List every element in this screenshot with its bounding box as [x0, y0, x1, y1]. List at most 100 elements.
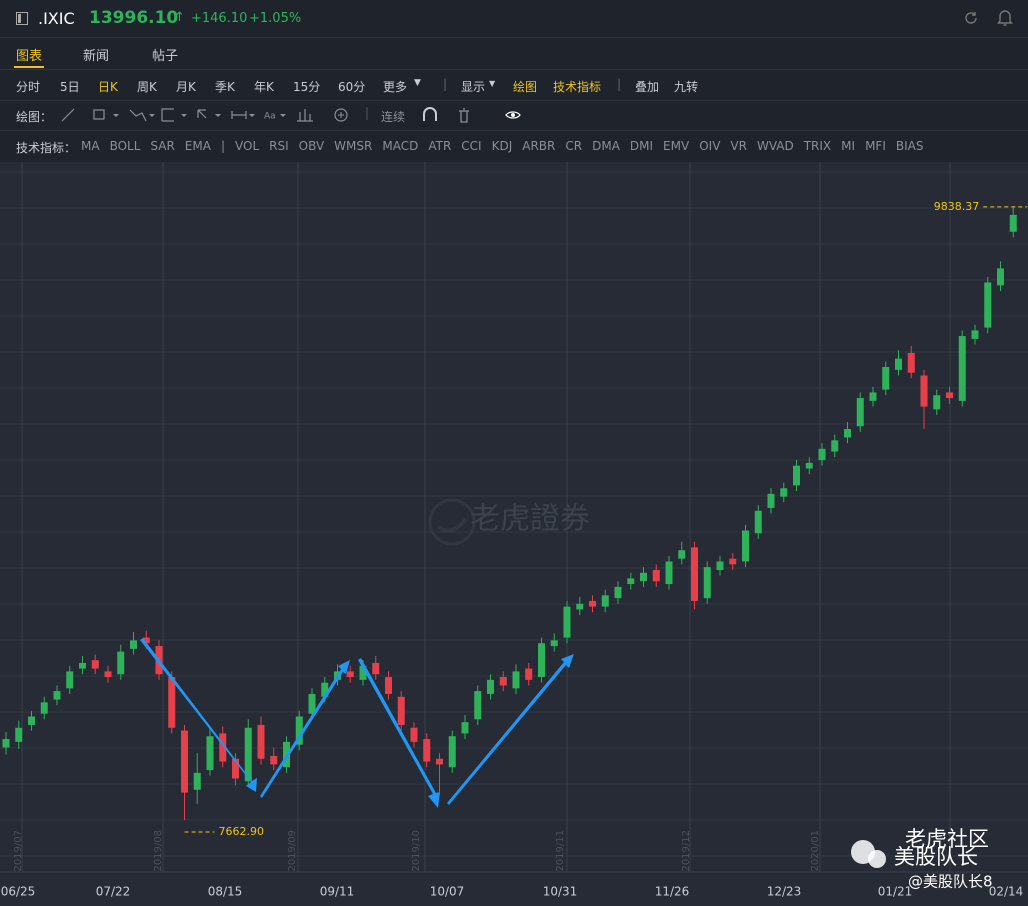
indicator[interactable]: RSI: [269, 139, 289, 153]
indicator[interactable]: TRIX: [803, 139, 832, 153]
period[interactable]: 15分: [293, 80, 321, 94]
indicator-bar: 技术指标： MA BOLL SAR EMA | VOL RSI OBV WMSR MACD ATR C…: [0, 130, 1028, 163]
candle-body: [79, 662, 86, 669]
x-tick-label: 06/25: [1, 885, 36, 899]
svg-text:Aa: Aa: [264, 112, 276, 122]
watermark: 老虎證券: [470, 502, 590, 537]
indicator[interactable]: WMSR: [334, 139, 373, 153]
separator: |: [220, 139, 225, 153]
candle-body: [767, 493, 775, 508]
draw-tools[interactable]: Aa: [58, 106, 358, 124]
candle-body: [397, 696, 405, 725]
period[interactable]: 5日: [60, 80, 80, 94]
candle-body: [2, 739, 10, 748]
tabs: 图表 新闻 帖子: [0, 37, 1028, 70]
indicator[interactable]: WVAD: [756, 139, 794, 153]
period[interactable]: 更多: [383, 80, 408, 94]
period-action[interactable]: 显示: [461, 80, 486, 94]
period[interactable]: 日K: [98, 80, 118, 94]
period[interactable]: 周K: [137, 80, 157, 94]
indicator[interactable]: BOLL: [109, 139, 141, 153]
candle-body: [270, 755, 278, 765]
indicator[interactable]: ATR: [428, 139, 452, 153]
candle-body: [499, 677, 507, 686]
candle-body: [436, 758, 443, 765]
indicator[interactable]: VOL: [235, 139, 260, 153]
price-arrow: ↑: [174, 10, 185, 25]
candle-body: [219, 733, 227, 762]
candle-body: [538, 643, 545, 678]
candle-body: [920, 375, 928, 407]
change-pct: +1.05%: [249, 11, 302, 26]
indicator[interactable]: EMA: [184, 139, 211, 153]
indicator[interactable]: DMI: [629, 139, 654, 153]
indicator[interactable]: OBV: [298, 139, 325, 153]
indicator[interactable]: EMV: [663, 139, 690, 153]
candle-body: [703, 567, 711, 599]
candle-body: [729, 558, 737, 565]
credit-name: 美股队长: [894, 845, 978, 869]
indicator[interactable]: BIAS: [895, 139, 924, 153]
dropdown-caret: ▼: [414, 78, 421, 88]
period-action[interactable]: 绘图: [513, 80, 538, 94]
candle-body: [244, 727, 252, 782]
credit: 老虎社区 美股队长 @美股队长8: [851, 827, 993, 891]
indicator-list: MA BOLL SAR EMA | VOL RSI OBV WMSR MACD ATR CCI KDJ A…: [81, 139, 933, 153]
month-label: 2019/08: [153, 830, 164, 872]
candle-body: [257, 724, 265, 759]
draw-actions[interactable]: [420, 106, 530, 124]
draw-continuous[interactable]: 连续: [381, 110, 406, 124]
annotation-label: 9838.37: [934, 200, 980, 213]
indicator[interactable]: KDJ: [491, 139, 513, 153]
credit-handle: @美股队长8: [908, 873, 993, 891]
candle-body: [372, 662, 380, 675]
period-action[interactable]: 技术指标: [553, 80, 602, 94]
candle-body: [512, 671, 520, 689]
tab[interactable]: 帖子: [152, 49, 179, 64]
indicator[interactable]: MFI: [865, 139, 886, 153]
candle-body: [385, 677, 392, 694]
candle-body: [984, 282, 992, 328]
indicator[interactable]: VR: [730, 139, 747, 153]
period[interactable]: 分时: [16, 80, 41, 94]
candle-body: [525, 668, 533, 680]
candle-body: [589, 600, 596, 607]
indicator[interactable]: CCI: [461, 139, 482, 153]
indicator[interactable]: MI: [841, 139, 856, 153]
indicator[interactable]: MACD: [382, 139, 419, 153]
period[interactable]: 年K: [254, 80, 274, 94]
x-tick-label: 08/15: [208, 885, 243, 899]
period[interactable]: 季K: [215, 80, 235, 94]
candle-body: [895, 358, 902, 370]
annotation-label: 7662.90: [219, 825, 265, 838]
period[interactable]: 60分: [338, 80, 366, 94]
candle-body: [142, 637, 150, 644]
indicator[interactable]: ARBR: [522, 139, 556, 153]
period-action[interactable]: 叠加: [635, 80, 660, 94]
candle-body: [130, 640, 137, 649]
bell-icon[interactable]: [997, 9, 1013, 27]
indicator[interactable]: CR: [565, 139, 583, 153]
candle-body: [308, 693, 316, 714]
candle-body: [321, 682, 329, 697]
indicator[interactable]: DMA: [592, 139, 620, 153]
sidebar-icon[interactable]: [16, 12, 28, 25]
candle-body: [742, 530, 749, 562]
candle-body: [958, 336, 966, 401]
tab[interactable]: 新闻: [83, 49, 110, 64]
candle-body: [640, 572, 647, 582]
period[interactable]: 月K: [176, 80, 196, 94]
month-label: 2020/01: [810, 830, 821, 872]
credit-title: 老虎社区: [905, 827, 989, 851]
period-action[interactable]: 九转: [674, 80, 699, 94]
indicator[interactable]: OIV: [699, 139, 721, 153]
candle-body: [40, 702, 48, 714]
tab[interactable]: 图表: [16, 49, 43, 64]
refresh-icon[interactable]: [963, 10, 979, 26]
draw-label: 绘图：: [16, 110, 53, 124]
month-label: 2019/07: [13, 830, 24, 872]
indicator[interactable]: SAR: [150, 139, 175, 153]
indicator[interactable]: MA: [81, 139, 100, 153]
candle-body: [856, 398, 864, 427]
candle-body: [971, 330, 979, 339]
